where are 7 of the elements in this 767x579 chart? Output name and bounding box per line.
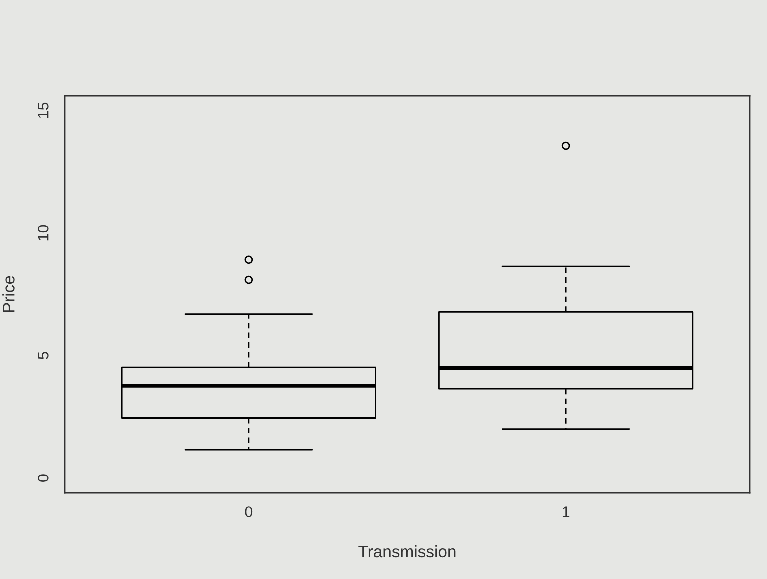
y-tick-label: 15 xyxy=(38,102,49,118)
y-tick-label: 0 xyxy=(38,474,49,482)
x-tick-label: 1 xyxy=(562,506,570,518)
y-tick-label: 5 xyxy=(38,352,49,360)
x-axis-title: Transmission xyxy=(358,545,456,558)
y-axis-title: Price xyxy=(2,276,15,312)
y-tick-label: 10 xyxy=(38,225,49,241)
